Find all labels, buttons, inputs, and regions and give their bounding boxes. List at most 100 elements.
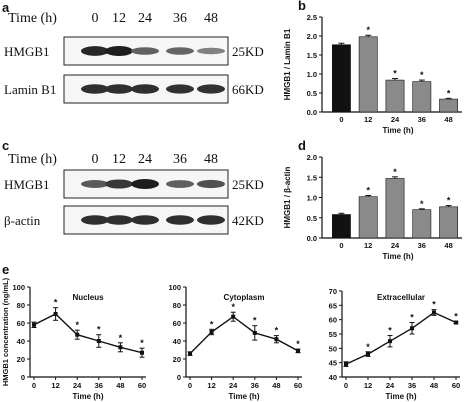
y-axis-label: HMGB1 / β-actin <box>283 167 292 229</box>
x-tick-label: 36 <box>418 115 426 124</box>
significance-marker: * <box>140 338 144 348</box>
y-tick-label: 80 <box>17 301 25 310</box>
bar <box>385 79 405 113</box>
blot-band <box>166 180 194 188</box>
blot-band <box>131 179 159 189</box>
significance-marker: * <box>366 185 370 195</box>
data-point <box>296 348 300 353</box>
blot-band <box>131 84 159 94</box>
panel-letter-e: e <box>2 262 9 277</box>
y-tick-label: 100 <box>168 283 181 292</box>
y-tick-label: 2.0 <box>307 32 317 41</box>
x-tick-label: 12 <box>51 381 59 390</box>
data-point <box>274 337 279 342</box>
data-point <box>188 351 192 356</box>
molecular-weight-label: 25KD <box>232 44 264 59</box>
significance-marker: * <box>393 167 397 177</box>
y-tick-label: 1.5 <box>307 173 317 182</box>
blot-header-label: Time (h) <box>8 11 57 26</box>
x-tick-label: 12 <box>364 115 372 124</box>
blot-band <box>81 46 109 56</box>
panel-letter-a: a <box>2 0 10 15</box>
x-tick-label: 36 <box>251 381 259 390</box>
bar <box>412 81 432 113</box>
x-tick-label: 48 <box>444 115 452 124</box>
series-line <box>33 313 143 354</box>
molecular-weight-label: 42KD <box>232 213 264 228</box>
significance-marker: * <box>447 88 451 98</box>
x-tick-label: 12 <box>364 241 372 250</box>
data-point <box>366 352 370 357</box>
x-tick-label: 0 <box>32 381 36 390</box>
blot-band <box>105 46 133 56</box>
significance-marker: * <box>253 316 257 326</box>
significance-marker: * <box>432 300 436 310</box>
y-tick-label: 60 <box>17 319 25 328</box>
blot-band <box>166 215 194 225</box>
lane-label: 24 <box>138 11 152 26</box>
x-tick-label: 24 <box>386 381 395 390</box>
chart-title: Extracellular <box>377 293 425 302</box>
x-axis-label: Time (h) <box>383 126 414 135</box>
significance-marker: * <box>420 199 424 209</box>
blot-band <box>105 215 133 225</box>
y-tick-label: 40 <box>173 337 181 346</box>
data-point <box>388 339 392 344</box>
y-tick-label: 70 <box>329 287 337 296</box>
bar <box>358 196 378 239</box>
blot-band <box>166 84 194 94</box>
lane-label: 12 <box>112 152 126 167</box>
bar <box>412 209 432 239</box>
protein-label: Lamin B1 <box>4 82 56 97</box>
protein-label: HMGB1 <box>4 177 50 192</box>
y-tick-label: 40 <box>329 373 337 382</box>
x-tick-label: 24 <box>73 381 82 390</box>
y-tick-label: 55 <box>329 330 337 339</box>
significance-marker: * <box>393 69 397 79</box>
blot-band <box>197 47 225 55</box>
significance-marker: * <box>388 325 392 335</box>
y-tick-label: 60 <box>329 316 337 325</box>
blot-band <box>197 84 225 94</box>
y-tick-label: 0.0 <box>307 234 317 243</box>
lane-label: 36 <box>173 152 187 167</box>
data-point <box>32 322 36 327</box>
x-tick-label: 60 <box>138 381 146 390</box>
data-point <box>53 312 58 316</box>
lane-label: 0 <box>92 11 99 26</box>
x-tick-label: 36 <box>95 381 103 390</box>
significance-marker: * <box>366 342 370 352</box>
x-tick-label: 36 <box>408 381 416 390</box>
data-point <box>454 320 458 325</box>
x-tick-label: 36 <box>418 241 426 250</box>
blot-band <box>81 180 109 188</box>
blot-band <box>166 47 194 55</box>
x-tick-label: 12 <box>207 381 215 390</box>
molecular-weight-label: 25KD <box>232 177 264 192</box>
x-tick-label: 24 <box>391 241 400 250</box>
x-tick-label: 48 <box>116 381 124 390</box>
lane-label: 48 <box>204 152 218 167</box>
significance-marker: * <box>296 339 300 349</box>
data-point <box>252 330 257 335</box>
bar <box>439 98 459 113</box>
line-chart-nucleus: e Nucleus 0 20 40 60 80 100 0 12 24 36 48 60 * * * * * Time… <box>1 262 146 401</box>
molecular-weight-label: 66KD <box>232 82 264 97</box>
panel-letter-b: b <box>298 0 306 13</box>
significance-marker: * <box>420 70 424 80</box>
data-point <box>96 339 101 343</box>
bar <box>331 44 351 113</box>
bar-chart-b: b 0.0 0.5 1.0 1.5 2.0 2.5 0 * 12 * 24 * 36 * 48 Time (h)… <box>283 0 462 135</box>
line-chart-extracellular: Extracellular 40 45 50 55 60 65 70 0 12 24 36 48 60 * *… <box>329 287 461 401</box>
data-point <box>231 314 236 319</box>
y-tick-label: 45 <box>329 359 337 368</box>
significance-marker: * <box>210 319 214 329</box>
lane-label: 48 <box>204 11 218 26</box>
x-axis-label: Time (h) <box>229 392 260 401</box>
line-chart-cytoplasm: Cytoplasm 0 20 40 60 80 100 0 12 24 36 48 60 * * * * * Tim… <box>168 283 302 401</box>
protein-label: HMGB1 <box>4 44 50 59</box>
y-tick-label: 0.0 <box>307 108 317 117</box>
blot-header-label: Time (h) <box>8 152 57 167</box>
y-tick-label: 1.5 <box>307 51 317 60</box>
